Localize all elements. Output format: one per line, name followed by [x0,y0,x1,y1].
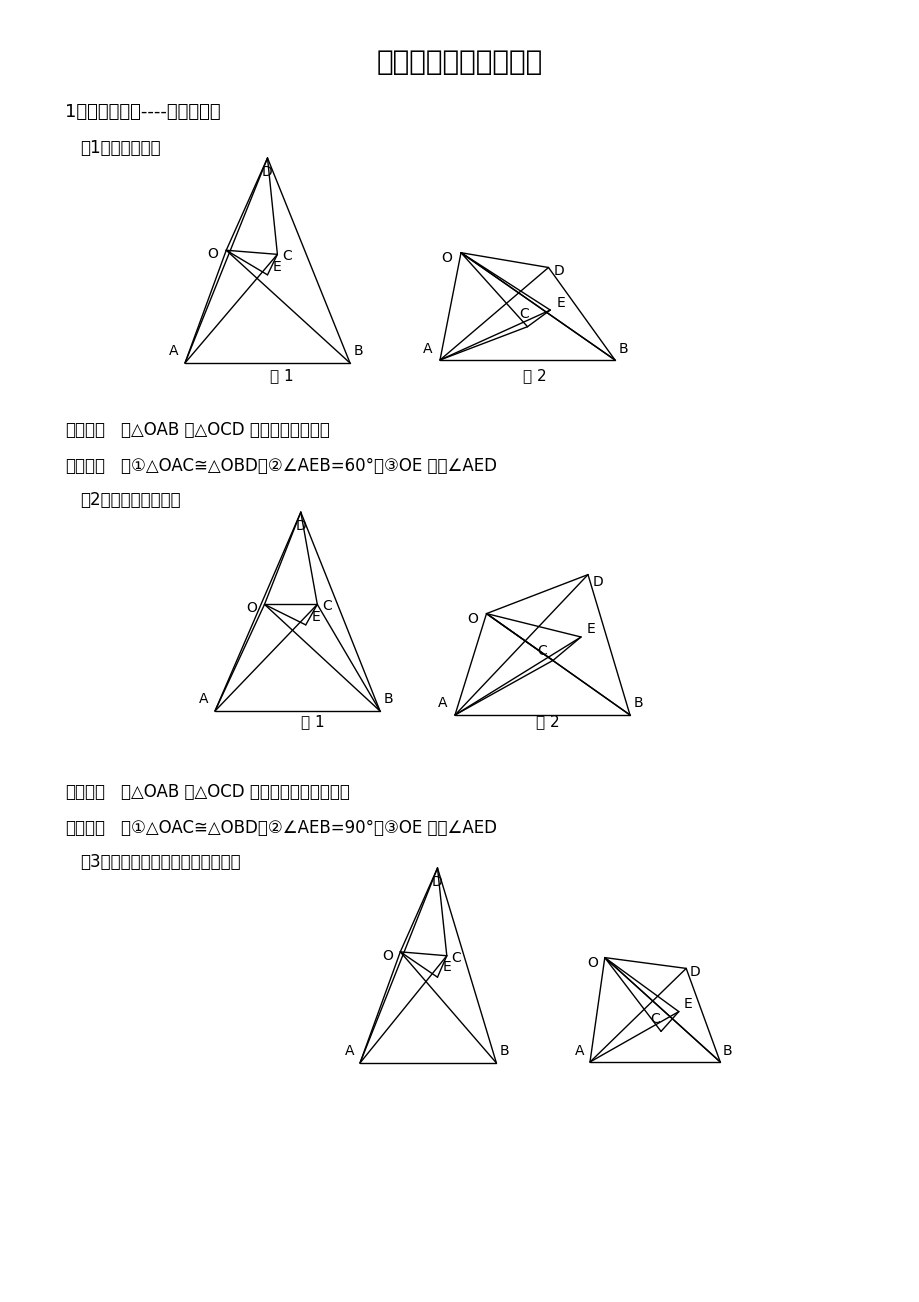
Text: E: E [556,296,564,310]
Text: B: B [618,342,628,355]
Text: 【条件】: 【条件】 [65,783,105,801]
Text: C: C [282,250,292,263]
Text: A: A [168,344,178,358]
Text: 图 2: 图 2 [523,368,546,384]
Text: B: B [633,697,643,711]
Text: D: D [553,264,563,279]
Text: A: A [199,691,208,706]
Text: 图 1: 图 1 [270,368,293,384]
Text: B: B [353,344,363,358]
Text: O: O [382,949,393,962]
Text: 图 1: 图 1 [301,715,324,729]
Text: 初中数学九大几何模型: 初中数学九大几何模型 [377,48,542,76]
Text: O: O [245,602,256,616]
Text: O: O [208,247,218,262]
Text: C: C [322,599,332,613]
Text: D: D [593,575,603,590]
Text: A: A [344,1044,354,1059]
Text: ：△OAB 和△OCD 均为等边三角形；: ：△OAB 和△OCD 均为等边三角形； [121,421,330,439]
Text: O: O [467,612,477,626]
Text: （1）等边三角形: （1）等边三角形 [80,139,161,158]
Text: E: E [311,609,320,624]
Text: 【结论】: 【结论】 [65,457,105,475]
Text: （2）等腰直角三角形: （2）等腰直角三角形 [80,491,180,509]
Text: D: D [262,165,273,180]
Text: O: O [587,956,597,970]
Text: A: A [574,1044,584,1059]
Text: A: A [423,342,432,355]
Text: （3）顶角相等的两任意等腰三角形: （3）顶角相等的两任意等腰三角形 [80,853,241,871]
Text: ：①△OAC≅△OBD；②∠AEB=90°；③OE 平分∠AED: ：①△OAC≅△OBD；②∠AEB=90°；③OE 平分∠AED [121,819,496,837]
Text: C: C [537,643,547,658]
Text: 图 2: 图 2 [536,715,559,729]
Text: 【结论】: 【结论】 [65,819,105,837]
Text: B: B [722,1044,732,1059]
Text: O: O [441,251,452,266]
Text: B: B [383,691,392,706]
Text: D: D [432,875,442,889]
Text: D: D [295,519,306,534]
Text: E: E [683,997,691,1012]
Text: ：△OAB 和△OCD 均为等腰直角三角形；: ：△OAB 和△OCD 均为等腰直角三角形； [121,783,349,801]
Text: E: E [586,622,596,637]
Text: B: B [499,1044,508,1059]
Text: C: C [650,1012,659,1026]
Text: ：①△OAC≅△OBD；②∠AEB=60°；③OE 平分∠AED: ：①△OAC≅△OBD；②∠AEB=60°；③OE 平分∠AED [121,457,496,475]
Text: 【条件】: 【条件】 [65,421,105,439]
Text: C: C [518,307,528,320]
Text: E: E [273,259,281,273]
Text: C: C [450,950,460,965]
Text: E: E [442,961,450,974]
Text: 1、手拉手模型----旋转型全等: 1、手拉手模型----旋转型全等 [65,103,221,121]
Text: D: D [689,965,699,979]
Text: A: A [437,697,447,711]
